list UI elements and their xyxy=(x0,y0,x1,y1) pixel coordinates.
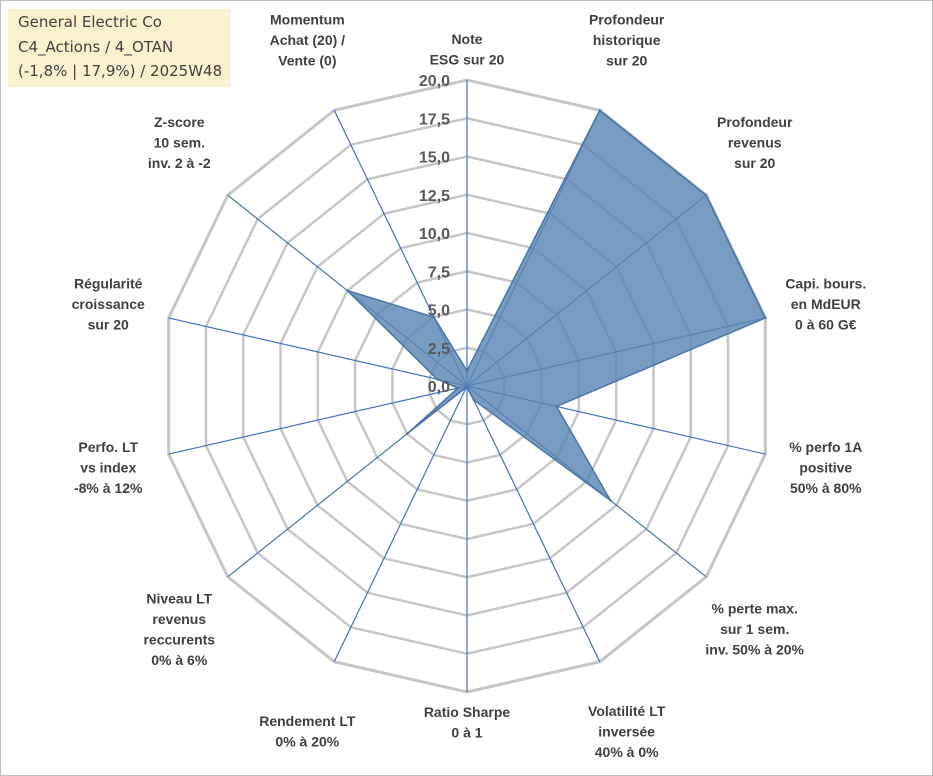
series-point xyxy=(609,499,612,502)
tick-label: 0,0 xyxy=(428,379,450,396)
tick-label: 20,0 xyxy=(419,73,450,90)
tick-label: 10,0 xyxy=(419,226,450,243)
series-point xyxy=(555,405,558,408)
axis-spoke xyxy=(168,385,468,455)
axis-label: Capi. bours. en MdEUR 0 à 60 G€ xyxy=(785,275,866,332)
series-point xyxy=(432,315,436,319)
series-point xyxy=(456,386,460,390)
tick-label: 2,5 xyxy=(428,341,450,358)
axis-spoke xyxy=(466,385,601,662)
series-point xyxy=(346,289,349,292)
tick-label: 15,0 xyxy=(419,150,450,167)
axis-label: Perfo. LT vs index -8% à 12% xyxy=(74,439,143,496)
info-line-performance: (-1,8% | 17,9%) / 2025W48 xyxy=(18,62,223,80)
axis-label: Régularité croissance sur 20 xyxy=(72,275,145,332)
radar-tick-labels: 0,0 2,5 5,0 7,5 10,0 12,5 15,0 17,5 20,0 xyxy=(419,73,450,396)
info-line-category: C4_Actions / 4_OTAN xyxy=(18,38,174,56)
series-point xyxy=(705,194,708,197)
axis-label: Rendement LT 0% à 20% xyxy=(259,713,356,750)
tick-label: 17,5 xyxy=(419,111,450,128)
axis-label: Niveau LT revenus reccurents 0% à 6% xyxy=(143,590,215,668)
axis-label: Volatilité LT inversée 40% à 0% xyxy=(588,703,666,760)
info-box: General Electric Co C4_Actions / 4_OTAN … xyxy=(8,9,230,87)
axis-label: % perte max. sur 1 sem. inv. 50% à 20% xyxy=(705,601,804,658)
info-line-company: General Electric Co xyxy=(18,13,162,31)
axis-label: Momentum Achat (20) / Vente (0) xyxy=(270,12,346,69)
tick-label: 7,5 xyxy=(428,264,450,281)
tick-label: 5,0 xyxy=(428,303,450,320)
series-point xyxy=(435,377,439,381)
axis-label: Note ESG sur 20 xyxy=(430,31,505,68)
axis-spoke xyxy=(168,317,468,387)
series-point xyxy=(405,432,409,435)
series-point xyxy=(465,369,469,372)
series-point xyxy=(472,398,475,401)
radar-series-layer xyxy=(346,109,767,502)
axis-label: Profondeur revenus sur 20 xyxy=(717,114,793,171)
series-point xyxy=(764,316,767,320)
series-point xyxy=(598,109,601,112)
series-point xyxy=(465,386,468,389)
axis-label: Z-score 10 sem. inv. 2 à -2 xyxy=(148,114,211,171)
axis-label: Profondeur historique sur 20 xyxy=(589,12,665,69)
axis-spoke xyxy=(333,385,468,662)
axis-label: % perfo 1A positive 50% à 80% xyxy=(789,439,862,496)
radar-axis-labels: Note ESG sur 20 Profondeur historique sur 20… xyxy=(72,12,867,760)
axis-label: Ratio Sharpe 0 à 1 xyxy=(424,704,511,741)
tick-label: 12,5 xyxy=(419,188,450,205)
